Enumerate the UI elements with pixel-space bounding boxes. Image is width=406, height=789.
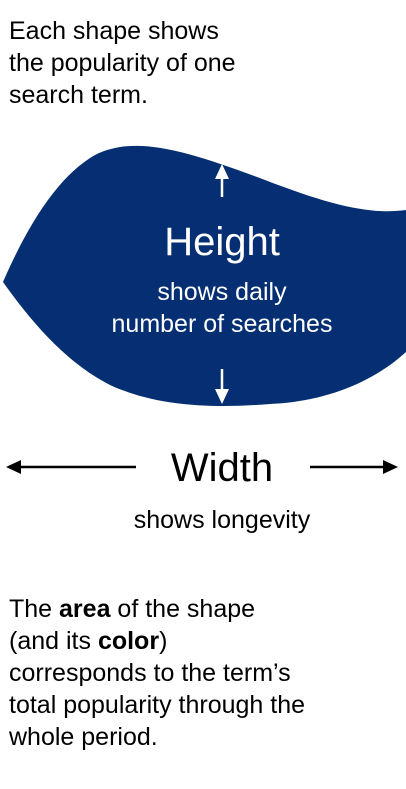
popularity-shape <box>3 145 406 407</box>
intro-line-3: search term. <box>9 81 148 109</box>
width-arrow-left-icon <box>6 460 136 474</box>
explanation-color-emphasis: color <box>97 627 160 655</box>
explanation-line-2: (and its color) <box>9 625 404 657</box>
explanation-line-4: total popularity through the <box>9 691 306 719</box>
height-description-line-2: number of searches <box>111 310 333 338</box>
height-description-line-1: shows daily <box>157 278 287 306</box>
explanation-area-emphasis: area <box>59 595 111 623</box>
explanation-line-2-end: ) <box>159 627 168 655</box>
width-label: Width <box>170 446 274 490</box>
explanation-line-5: whole period. <box>9 723 158 751</box>
explanation-line-1-end: of the shape <box>110 595 256 623</box>
width-arrow-right-icon <box>310 460 398 474</box>
explanation-line-1-start: The <box>9 595 60 623</box>
intro-text: Each shape shows the popularity of one s… <box>9 15 399 111</box>
explanation-line-3: corresponds to the term’s <box>9 659 291 687</box>
explanation-text: The area of the shape (and its color) co… <box>9 593 404 753</box>
height-description: shows daily number of searches <box>0 276 406 340</box>
height-arrow-up-icon <box>215 164 229 197</box>
intro-line-1: Each shape shows <box>9 17 219 45</box>
height-label: Height <box>164 220 280 264</box>
height-arrow-down-icon <box>215 369 229 404</box>
explanation-line-2-start: (and its <box>9 627 98 655</box>
intro-line-2: the popularity of one <box>9 49 236 77</box>
width-description: shows longevity <box>133 506 311 534</box>
explanation-line-1: The area of the shape <box>9 593 404 625</box>
